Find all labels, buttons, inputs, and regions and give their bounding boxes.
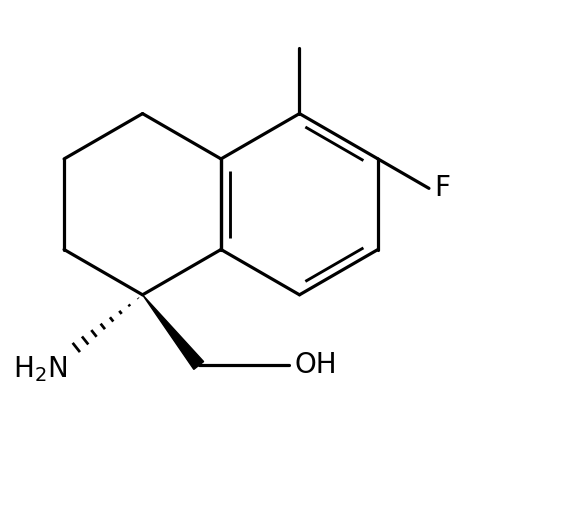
Text: F: F bbox=[434, 174, 450, 203]
Polygon shape bbox=[142, 295, 203, 369]
Text: H$_2$N: H$_2$N bbox=[13, 354, 67, 383]
Text: OH: OH bbox=[294, 351, 337, 379]
